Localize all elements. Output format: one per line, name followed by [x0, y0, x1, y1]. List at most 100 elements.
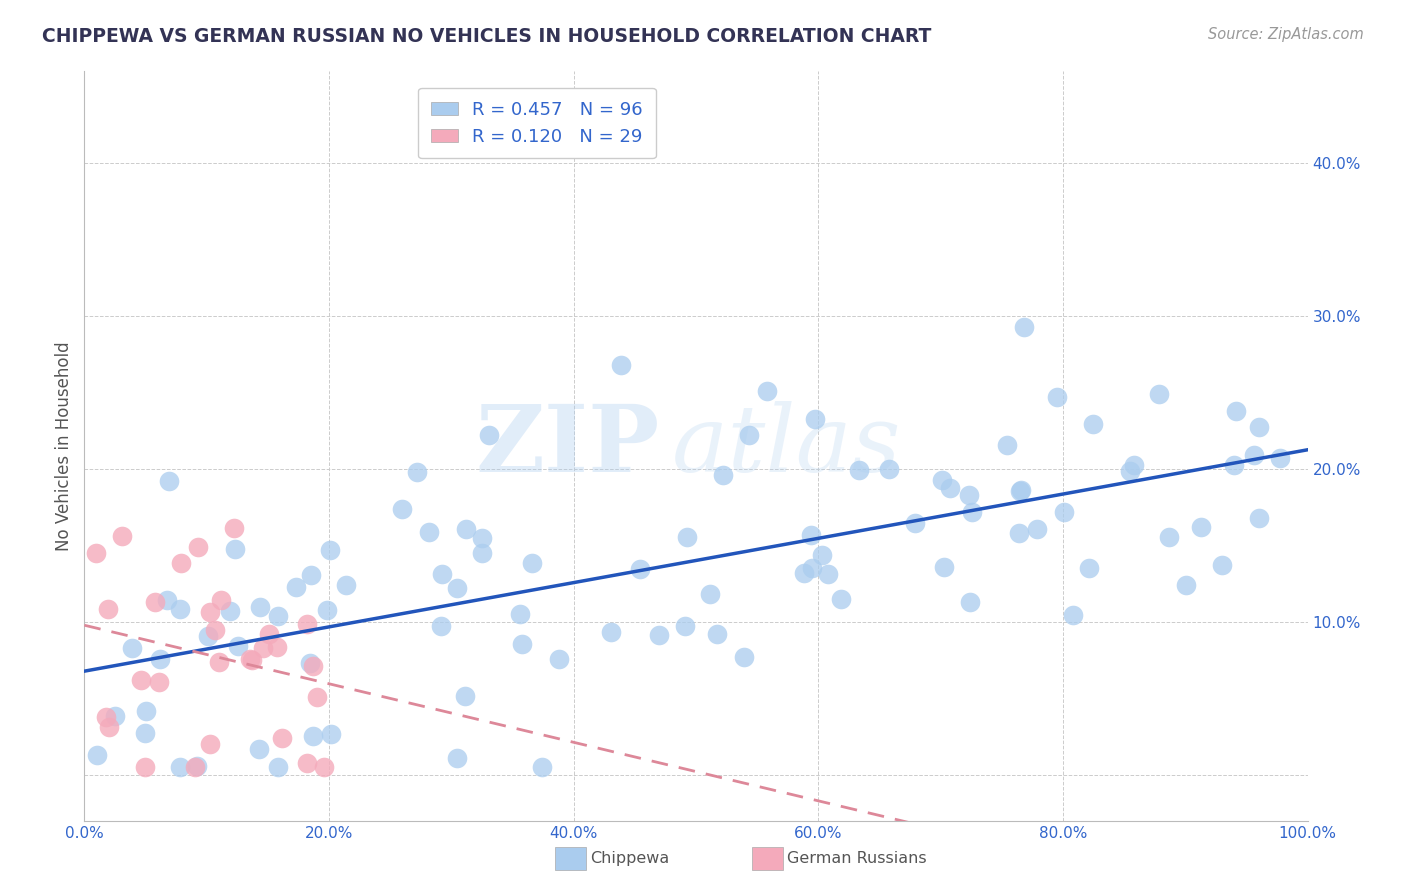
Point	[96, 710, 118, 724]
Point	[284, 580, 307, 594]
Point	[297, 616, 319, 631]
Point	[648, 628, 671, 642]
Point	[1078, 560, 1101, 574]
Point	[738, 427, 761, 442]
Point	[478, 427, 501, 442]
Text: Chippewa: Chippewa	[591, 852, 669, 866]
Point	[86, 747, 108, 762]
Point	[187, 540, 209, 554]
Point	[143, 595, 166, 609]
Legend: R = 0.457   N = 96, R = 0.120   N = 29: R = 0.457 N = 96, R = 0.120 N = 29	[418, 88, 655, 158]
Point	[149, 652, 172, 666]
Point	[335, 578, 357, 592]
Point	[962, 505, 984, 519]
Text: ZIP: ZIP	[475, 401, 659, 491]
Point	[1189, 520, 1212, 534]
Text: Source: ZipAtlas.com: Source: ZipAtlas.com	[1208, 27, 1364, 42]
Point	[186, 759, 208, 773]
Point	[97, 602, 120, 616]
Point	[733, 649, 755, 664]
Point	[156, 593, 179, 607]
Point	[803, 411, 825, 425]
Point	[454, 689, 477, 703]
Point	[157, 474, 180, 488]
Point	[319, 542, 342, 557]
Point	[1157, 530, 1180, 544]
Point	[391, 501, 413, 516]
Point	[198, 606, 221, 620]
Text: CHIPPEWA VS GERMAN RUSSIAN NO VEHICLES IN HOUSEHOLD CORRELATION CHART: CHIPPEWA VS GERMAN RUSSIAN NO VEHICLES I…	[42, 27, 932, 45]
Point	[169, 760, 191, 774]
Point	[135, 704, 157, 718]
Point	[252, 640, 274, 655]
Point	[1268, 450, 1291, 465]
Point	[995, 438, 1018, 452]
Point	[957, 488, 980, 502]
Point	[547, 651, 569, 665]
Point	[509, 607, 531, 621]
Point	[699, 587, 721, 601]
Point	[121, 641, 143, 656]
Point	[430, 619, 453, 633]
Point	[208, 655, 231, 669]
Point	[1025, 522, 1047, 536]
Point	[134, 760, 156, 774]
Point	[239, 651, 262, 665]
Point	[297, 756, 319, 770]
Point	[319, 727, 342, 741]
Point	[520, 557, 543, 571]
Point	[169, 602, 191, 616]
Point	[793, 566, 815, 581]
Point	[830, 591, 852, 606]
Point	[198, 737, 221, 751]
Point	[1010, 483, 1032, 497]
Point	[1008, 484, 1031, 499]
Point	[1243, 448, 1265, 462]
Point	[131, 673, 153, 687]
Point	[877, 461, 900, 475]
Point	[932, 560, 955, 574]
Point	[226, 639, 249, 653]
Point	[1149, 386, 1171, 401]
Point	[1053, 505, 1076, 519]
Point	[755, 384, 778, 398]
Point	[600, 625, 623, 640]
Point	[454, 522, 477, 536]
Point	[307, 690, 329, 704]
Text: atlas: atlas	[672, 401, 901, 491]
Point	[1008, 525, 1031, 540]
Point	[298, 657, 321, 671]
Point	[301, 568, 323, 582]
Point	[1249, 511, 1271, 525]
Point	[104, 708, 127, 723]
Point	[848, 463, 870, 477]
Point	[271, 731, 294, 745]
Point	[471, 531, 494, 545]
Point	[197, 629, 219, 643]
Point	[247, 742, 270, 756]
Point	[446, 751, 468, 765]
Point	[302, 729, 325, 743]
Point	[628, 562, 651, 576]
Point	[904, 516, 927, 530]
Point	[242, 653, 264, 667]
Point	[148, 674, 170, 689]
Point	[711, 468, 734, 483]
Text: German Russians: German Russians	[787, 852, 927, 866]
Point	[267, 608, 290, 623]
Point	[170, 556, 193, 570]
Point	[675, 618, 697, 632]
Point	[800, 528, 823, 542]
Point	[471, 546, 494, 560]
Point	[315, 603, 337, 617]
Point	[1062, 608, 1084, 623]
Point	[446, 582, 468, 596]
Point	[1083, 417, 1105, 431]
Point	[939, 481, 962, 495]
Point	[1046, 390, 1069, 404]
Point	[530, 760, 553, 774]
Point	[1222, 458, 1244, 473]
Point	[267, 760, 290, 774]
Point	[1119, 464, 1142, 478]
Point	[209, 592, 232, 607]
